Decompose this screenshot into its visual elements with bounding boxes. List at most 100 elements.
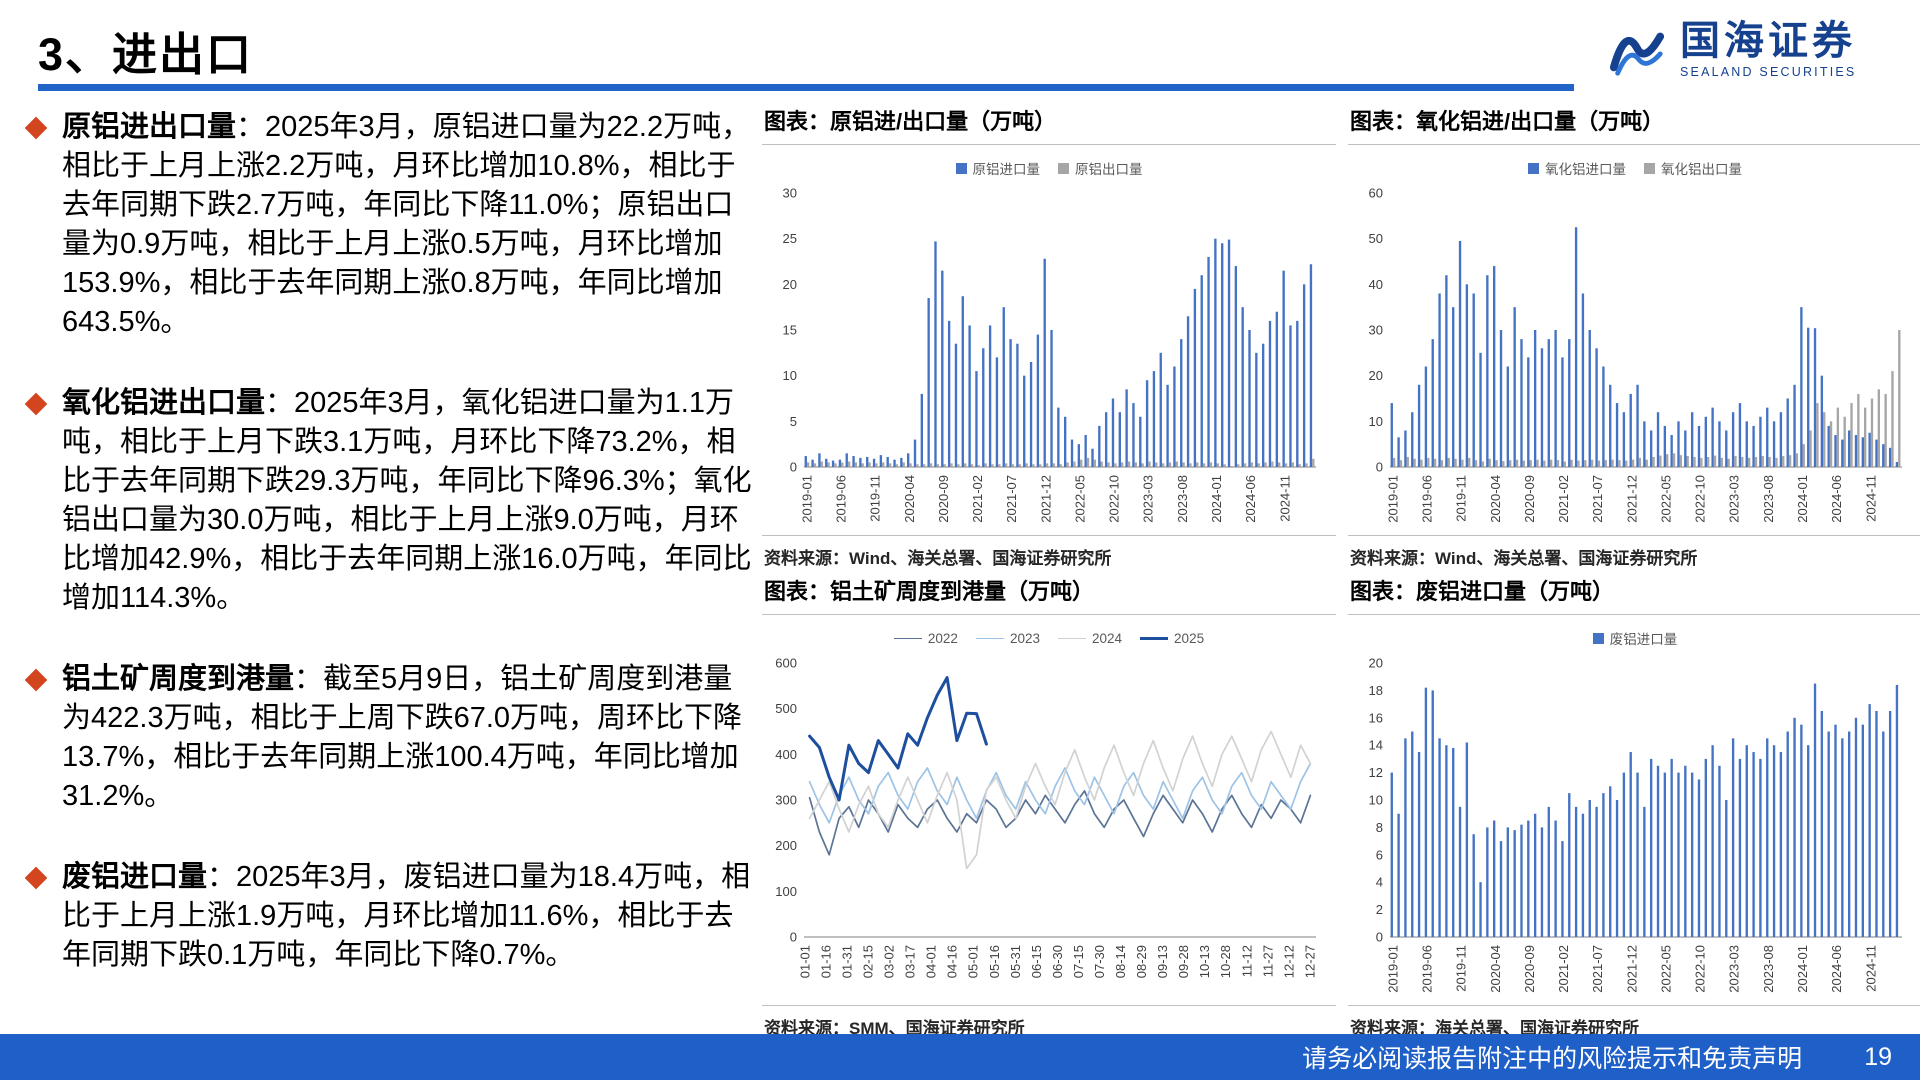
svg-text:2020-04: 2020-04 <box>1488 475 1503 523</box>
svg-text:30: 30 <box>1369 323 1383 338</box>
logo-name-cn: 国海证券 <box>1680 19 1856 63</box>
primary-aluminum-bar-chart: 0 5 10 15 20 25 30 2019-01 2019-06 2019-11 2020-04… <box>783 186 1316 523</box>
bullet-detail: ：截至5月9日，铝土矿周度到港量为422.3万吨，相比于上周下跌67.0万吨，周… <box>62 663 743 812</box>
svg-text:2020-04: 2020-04 <box>1488 945 1503 993</box>
svg-text:05-01: 05-01 <box>966 945 981 978</box>
bullet-item-alumina: 氧化铝进出口量：2025年3月，氧化铝进口量为1.1万吨，相比于上月下跌3.1万… <box>22 384 770 618</box>
bullet-body: 铝土矿周度到港量：截至5月9日，铝土矿周度到港量为422.3万吨，相比于上周下跌… <box>62 660 754 816</box>
svg-text:10: 10 <box>1369 793 1383 808</box>
svg-text:2024-06: 2024-06 <box>1829 945 1844 993</box>
bullet-list: 原铝进出口量：2025年3月，原铝进口量为22.2万吨，相比于上月上涨2.2万吨… <box>22 108 770 1017</box>
svg-text:2022-05: 2022-05 <box>1659 475 1674 523</box>
chart-panel-scrap-aluminum: 图表：废铝进口量（万吨） 废铝进口量 0 2 4 6 8 10 12 14 16 18 20 2019… <box>1348 572 1920 1039</box>
legend-item: 废铝进口量 <box>1592 628 1677 648</box>
legend-label: 氧化铝出口量 <box>1661 162 1742 177</box>
svg-text:2019-06: 2019-06 <box>1420 945 1435 993</box>
svg-text:2021-12: 2021-12 <box>1038 475 1053 523</box>
chart-panel-bauxite: 图表：铝土矿周度到港量（万吨） 2022 2023 2024 2025 0 100 200… <box>762 572 1336 1039</box>
legend-item: 2022 <box>893 630 958 646</box>
bullet-lead: 废铝进口量 <box>62 861 208 893</box>
svg-text:2024-11: 2024-11 <box>1277 475 1292 522</box>
bullet-item-bauxite: 铝土矿周度到港量：截至5月9日，铝土矿周度到港量为422.3万吨，相比于上周下跌… <box>22 660 770 816</box>
svg-text:2024-06: 2024-06 <box>1243 475 1258 523</box>
legend-item: 氧化铝出口量 <box>1644 158 1742 178</box>
chart-panel-primary-aluminum: 图表：原铝进/出口量（万吨） 原铝进口量 原铝出口量 0 5 10 15 20 25 30 20… <box>762 102 1336 569</box>
svg-text:60: 60 <box>1369 186 1383 201</box>
svg-text:2022-10: 2022-10 <box>1693 945 1708 993</box>
logo-name-en: SEALAND SECURITIES <box>1680 65 1857 79</box>
svg-text:2021-07: 2021-07 <box>1590 945 1605 993</box>
svg-text:200: 200 <box>775 838 797 853</box>
sealand-logo-icon <box>1609 32 1665 76</box>
svg-text:12-27: 12-27 <box>1302 945 1317 978</box>
svg-text:2021-02: 2021-02 <box>1556 945 1571 993</box>
svg-text:20: 20 <box>1369 656 1383 671</box>
logo-text: 国海证券 SEALAND SECURITIES <box>1680 20 1856 79</box>
legend-label: 氧化铝进口量 <box>1545 162 1626 177</box>
svg-text:2019-06: 2019-06 <box>1420 475 1435 523</box>
svg-text:2021-07: 2021-07 <box>1004 475 1019 523</box>
svg-text:09-13: 09-13 <box>1155 945 1170 978</box>
svg-text:0: 0 <box>1376 460 1383 475</box>
bullet-item-scrap-aluminum: 废铝进口量：2025年3月，废铝进口量为18.4万吨，相比于上月上涨1.9万吨，… <box>22 858 770 975</box>
svg-text:2020-09: 2020-09 <box>1522 475 1537 523</box>
svg-text:25: 25 <box>783 231 797 246</box>
legend-label: 2024 <box>1092 630 1123 646</box>
svg-text:100: 100 <box>775 884 797 899</box>
legend-label: 2023 <box>1009 630 1040 646</box>
chart-source: 资料来源：海关总署、国海证券研究所 <box>1348 1005 1920 1039</box>
bullet-detail: ：2025年3月，废铝进口量为18.4万吨，相比于上月上涨1.9万吨，月环比增加… <box>62 861 751 971</box>
legend-item: 2023 <box>975 630 1040 646</box>
chart-title: 图表：氧化铝进/出口量（万吨） <box>1348 102 1920 145</box>
svg-text:2023-03: 2023-03 <box>1727 945 1742 993</box>
chart-title: 图表：原铝进/出口量（万吨） <box>762 102 1336 145</box>
svg-text:03-02: 03-02 <box>882 945 897 978</box>
footer-disclaimer: 请务必阅读报告附注中的风险提示和免责声明 <box>1302 1045 1803 1073</box>
legend-item: 原铝进口量 <box>955 158 1040 178</box>
svg-text:14: 14 <box>1369 738 1383 753</box>
bullet-detail: ：2025年3月，原铝进口量为22.2万吨，相比于上月上涨2.2万吨，月环比增加… <box>62 111 751 338</box>
diamond-bullet-icon <box>24 392 48 416</box>
legend-label: 2022 <box>927 630 958 646</box>
svg-text:2019-01: 2019-01 <box>1385 475 1400 523</box>
svg-text:2021-07: 2021-07 <box>1590 475 1605 523</box>
svg-text:2019-11: 2019-11 <box>868 475 883 522</box>
svg-text:12: 12 <box>1369 765 1383 780</box>
svg-text:04-16: 04-16 <box>945 945 960 978</box>
company-logo: 国海证券 SEALAND SECURITIES <box>1606 20 1856 79</box>
svg-text:01-01: 01-01 <box>797 945 812 978</box>
svg-text:2024-01: 2024-01 <box>1795 475 1810 523</box>
page-title: 3、进出口 <box>38 29 254 80</box>
bullet-lead: 氧化铝进出口量 <box>62 387 266 419</box>
svg-text:2019-06: 2019-06 <box>834 475 849 523</box>
svg-text:2024-06: 2024-06 <box>1829 475 1844 523</box>
svg-text:06-30: 06-30 <box>1050 945 1065 978</box>
svg-text:2023-03: 2023-03 <box>1727 475 1742 523</box>
svg-text:0: 0 <box>1376 930 1383 945</box>
bullet-body: 废铝进口量：2025年3月，废铝进口量为18.4万吨，相比于上月上涨1.9万吨，… <box>62 858 754 975</box>
svg-text:16: 16 <box>1369 710 1383 725</box>
svg-text:50: 50 <box>1369 231 1383 246</box>
svg-text:2022-10: 2022-10 <box>1107 475 1122 523</box>
scrap-aluminum-bar-chart: 0 2 4 6 8 10 12 14 16 18 20 2019-01 2019-06 2019-11 20… <box>1369 656 1902 993</box>
legend-item: 氧化铝进口量 <box>1528 158 1626 178</box>
bullet-lead: 原铝进出口量 <box>62 111 237 143</box>
bullet-body: 原铝进出口量：2025年3月，原铝进口量为22.2万吨，相比于上月上涨2.2万吨… <box>62 108 754 342</box>
footer-bar: 请务必阅读报告附注中的风险提示和免责声明 19 <box>0 1034 1920 1080</box>
footer-page-number: 19 <box>1864 1042 1892 1071</box>
svg-text:11-27: 11-27 <box>1260 945 1275 977</box>
svg-text:04-01: 04-01 <box>924 945 939 978</box>
svg-text:02-15: 02-15 <box>861 945 876 978</box>
svg-text:2020-04: 2020-04 <box>902 475 917 523</box>
svg-text:10: 10 <box>783 368 797 383</box>
bullet-lead: 铝土矿周度到港量 <box>62 663 295 695</box>
svg-text:12-12: 12-12 <box>1281 945 1296 978</box>
svg-text:2: 2 <box>1376 902 1383 917</box>
svg-text:15: 15 <box>783 323 797 338</box>
chart-legend: 原铝进口量 原铝出口量 <box>762 155 1336 181</box>
bullet-item-primary-aluminum: 原铝进出口量：2025年3月，原铝进口量为22.2万吨，相比于上月上涨2.2万吨… <box>22 108 770 342</box>
svg-text:2020-09: 2020-09 <box>936 475 951 523</box>
legend-square-swatch-icon <box>1592 632 1604 644</box>
legend-square-swatch-icon <box>955 162 967 174</box>
svg-text:30: 30 <box>783 186 797 201</box>
